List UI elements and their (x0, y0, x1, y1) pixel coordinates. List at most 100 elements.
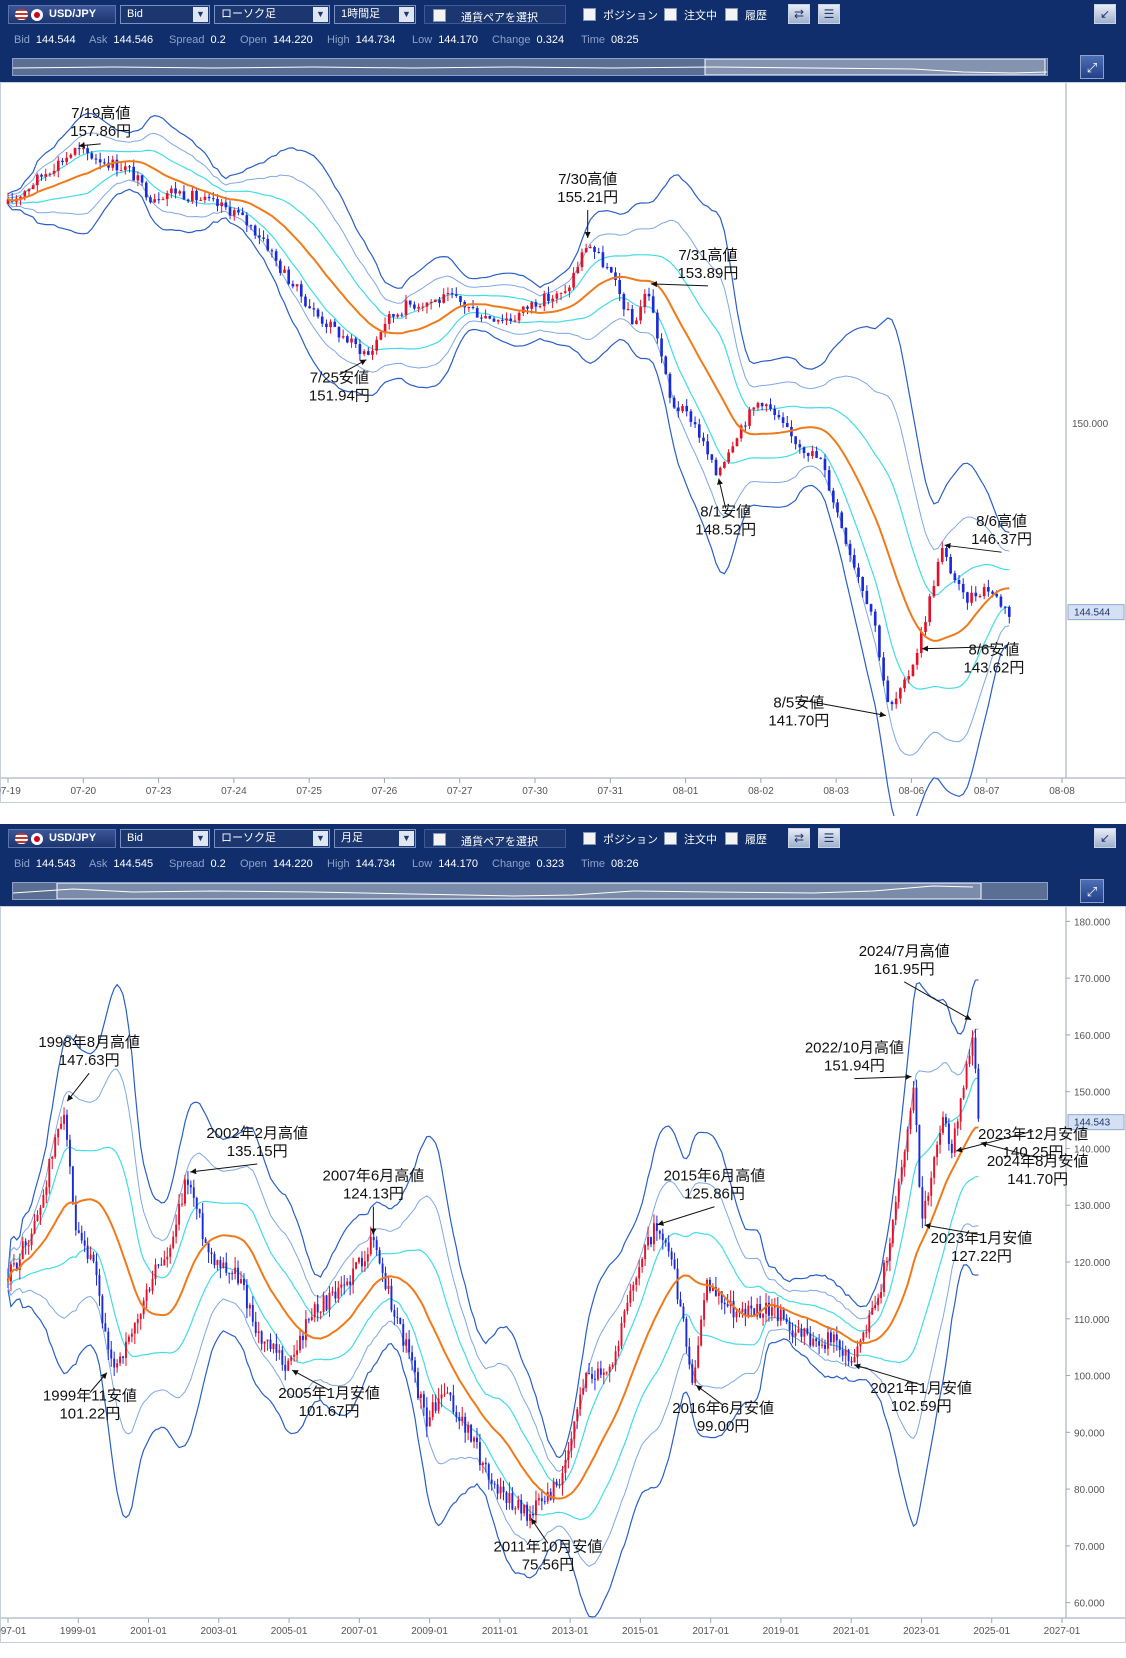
candle-body (349, 1281, 352, 1285)
candlestick-chart-monthly[interactable]: 180.000 170.000 160.000 150.000 140.000 130.0… (0, 906, 1126, 1653)
expand-icon[interactable]: ⤢ (1080, 879, 1104, 903)
candle-body (493, 1483, 496, 1485)
price-type-select[interactable]: Bid ▼ (120, 5, 210, 24)
candle-body (622, 294, 626, 310)
chart-type-select[interactable]: ローソク足 ▼ (214, 829, 330, 848)
currency-pair-button[interactable]: USD/JPY (8, 829, 116, 848)
candle-body (378, 1250, 381, 1264)
candle-body (538, 306, 542, 308)
select-pair-checkbox[interactable] (433, 9, 446, 22)
annotation-value: 140.25円 (1003, 1144, 1064, 1161)
collapse-icon[interactable]: ↙ (1094, 4, 1116, 24)
history-checkbox[interactable] (725, 832, 738, 845)
position-checkbox[interactable] (583, 832, 596, 845)
history-checkbox[interactable] (725, 8, 738, 21)
candle-body (885, 1260, 888, 1263)
candle-body (414, 1360, 416, 1373)
select-pair-toggle[interactable]: 通貨ペアを選択 (424, 5, 566, 24)
candle-body (369, 1236, 372, 1255)
candle-body (535, 1500, 537, 1516)
navigator-scrollbar[interactable] (12, 58, 1048, 76)
price-type-value: Bid (127, 8, 143, 20)
candle-body (184, 1179, 186, 1204)
x-tick-label: 08-08 (1049, 786, 1075, 797)
x-tick-label: 07-26 (372, 786, 398, 797)
candle-body (509, 318, 513, 321)
candle-body (841, 1350, 844, 1356)
expand-icon[interactable]: ⤢ (1080, 55, 1104, 79)
candle-body (216, 198, 219, 207)
quote-high: High 144.734 (327, 34, 396, 46)
candle-body (68, 1139, 71, 1167)
candle-body (492, 318, 496, 322)
candle-body (502, 1486, 505, 1493)
candlestick-chart-hourly[interactable]: 150.000 144.544 07-19 07-20 07-23 07-24 07-25 0… (0, 82, 1126, 832)
candle-body (764, 404, 768, 407)
select-pair-toggle[interactable]: 通貨ペアを選択 (424, 829, 566, 848)
candle-body (329, 321, 332, 328)
select-pair-checkbox[interactable] (433, 833, 446, 846)
chart-type-select[interactable]: ローソク足 ▼ (214, 5, 330, 24)
chevron-down-icon: ▼ (313, 831, 328, 846)
candle-body (95, 1261, 98, 1275)
x-tick-label: 2025-01 (973, 1626, 1010, 1637)
position-label: ポジション (603, 834, 658, 846)
candle-body (735, 1311, 738, 1318)
candle-body (798, 444, 802, 448)
candle-body (551, 298, 554, 302)
candle-body (266, 238, 270, 251)
candle-body (186, 1179, 189, 1185)
list-icon[interactable]: ☰ (818, 4, 840, 24)
candle-body (883, 1262, 885, 1292)
candle-body (191, 190, 194, 202)
orders-checkbox[interactable] (664, 8, 677, 21)
annotation-value: 141.70円 (1007, 1171, 1068, 1188)
export-icon[interactable]: ⇄ (788, 4, 810, 24)
chart-panel-monthly: USD/JPY Bid ▼ ローソク足 ▼ 月足 ▼ 通貨ペアを選択 ポジション… (0, 824, 1126, 1653)
candle-body (450, 293, 454, 295)
candle-body (295, 284, 299, 287)
chevron-down-icon: ▼ (399, 7, 414, 22)
export-icon[interactable]: ⇄ (788, 828, 810, 848)
candle-body (732, 1300, 735, 1318)
candle-body (157, 199, 161, 201)
moving-average-line (7, 160, 1010, 642)
candle-body (387, 1285, 390, 1289)
candle-body (392, 314, 395, 317)
candle-body (136, 1319, 139, 1324)
candle-body (165, 193, 169, 200)
candle-body (130, 1333, 133, 1337)
quote-bid: Bid 144.543 (14, 858, 76, 870)
chart-background (0, 906, 1126, 1644)
annotation-value: 161.95円 (874, 961, 935, 978)
timeframe-select[interactable]: 1時間足 ▼ (334, 5, 416, 24)
candle-body (584, 248, 588, 253)
candle-body (626, 1302, 629, 1312)
candle-body (304, 1319, 307, 1341)
currency-pair-button[interactable]: USD/JPY (8, 5, 116, 24)
candle-body (269, 1339, 272, 1350)
candle-body (467, 307, 471, 309)
position-checkbox[interactable] (583, 8, 596, 21)
navigator-scrollbar[interactable] (12, 882, 1048, 900)
candle-body (71, 1166, 74, 1203)
candle-body (968, 1055, 971, 1064)
candle-body (871, 1308, 874, 1315)
candle-body (567, 1450, 570, 1460)
x-tick-label: 2009-01 (411, 1626, 448, 1637)
candle-body (458, 1417, 461, 1422)
candle-body (576, 1409, 579, 1422)
candle-body (559, 292, 563, 294)
candle-body (886, 680, 890, 702)
candle-body (977, 1068, 980, 1119)
candle-body (73, 148, 77, 155)
price-chart[interactable]: 150.000 144.544 07-19 07-20 07-23 07-24 07-25 0… (0, 82, 1126, 832)
candle-body (443, 1393, 446, 1395)
price-type-select[interactable]: Bid ▼ (120, 829, 210, 848)
orders-checkbox[interactable] (664, 832, 677, 845)
list-icon[interactable]: ☰ (818, 828, 840, 848)
price-chart[interactable]: 180.000 170.000 160.000 150.000 140.000 130.0… (0, 906, 1126, 1653)
timeframe-select[interactable]: 月足 ▼ (334, 829, 416, 848)
collapse-icon[interactable]: ↙ (1094, 828, 1116, 848)
